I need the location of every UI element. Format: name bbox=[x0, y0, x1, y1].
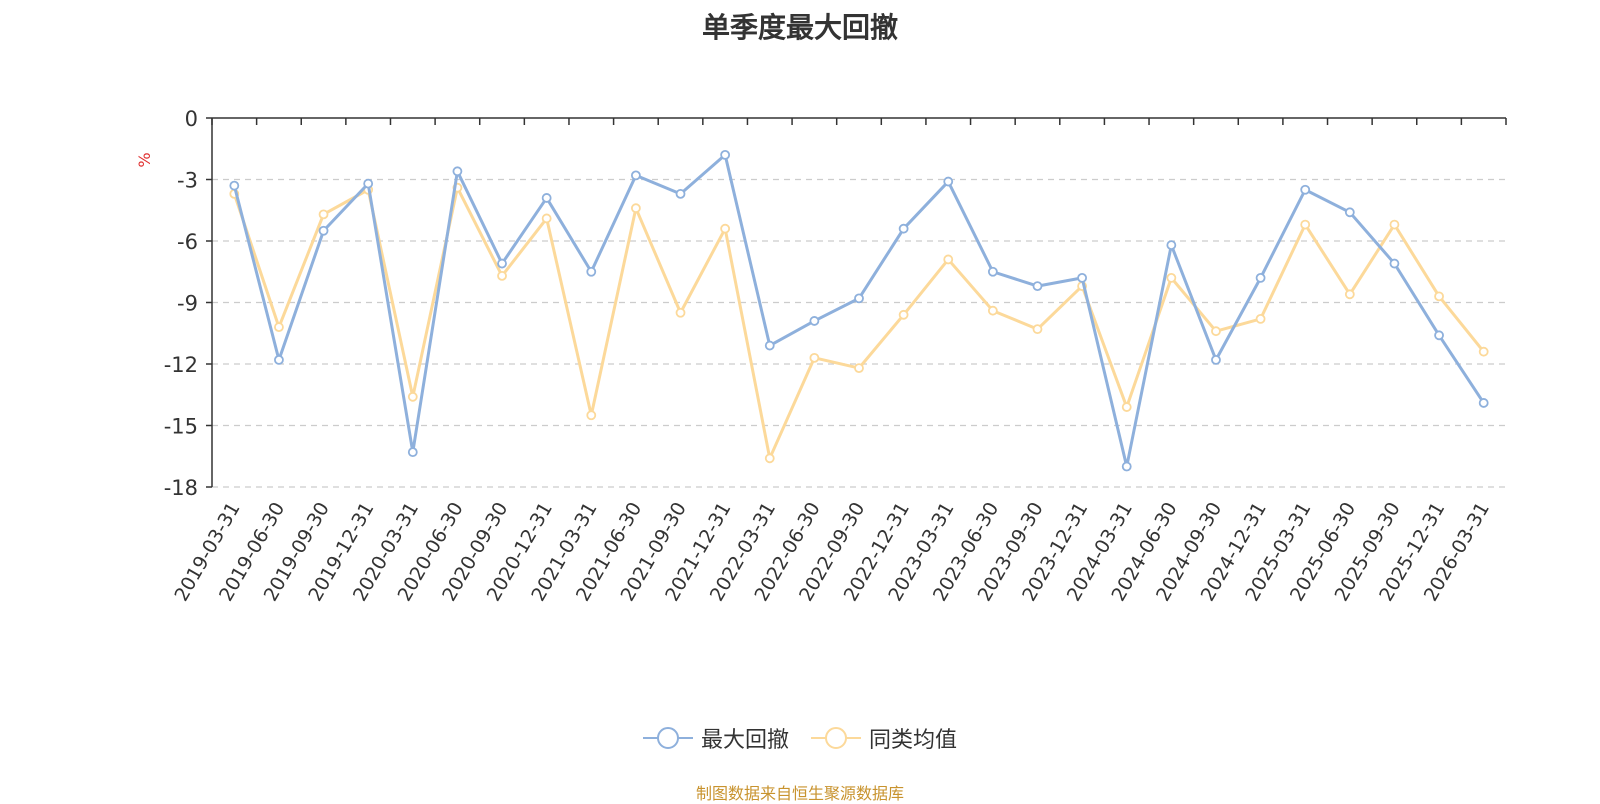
y-tick-label-6: -18 bbox=[164, 476, 198, 500]
data-point-s1-15[interactable] bbox=[898, 309, 909, 320]
data-point-s1-25[interactable] bbox=[1344, 289, 1355, 300]
data-point-s0-18[interactable] bbox=[1032, 281, 1043, 292]
grid-lines bbox=[212, 178, 1506, 488]
data-point-s0-5[interactable] bbox=[452, 166, 463, 177]
data-point-s1-7[interactable] bbox=[541, 213, 552, 224]
data-point-s1-18[interactable] bbox=[1032, 324, 1043, 335]
data-point-s1-6[interactable] bbox=[497, 270, 507, 281]
legend-item-peer-average[interactable]: 同类均值 bbox=[811, 722, 957, 754]
data-point-s1-16[interactable] bbox=[943, 254, 954, 265]
data-point-s1-22[interactable] bbox=[1211, 326, 1221, 337]
data-point-s0-25[interactable] bbox=[1344, 207, 1355, 218]
data-point-s0-24[interactable] bbox=[1300, 184, 1311, 195]
data-point-s1-20[interactable] bbox=[1121, 402, 1132, 412]
data-point-s0-14[interactable] bbox=[854, 293, 864, 304]
data-point-s1-13[interactable] bbox=[809, 352, 820, 363]
data-point-s0-6[interactable] bbox=[497, 258, 507, 269]
data-point-s0-4[interactable] bbox=[407, 447, 418, 458]
y-tick-label-2: -6 bbox=[177, 230, 198, 254]
data-point-s1-12[interactable] bbox=[764, 453, 775, 464]
data-point-s0-11[interactable] bbox=[720, 149, 731, 160]
data-point-s0-3[interactable] bbox=[363, 178, 374, 189]
legend-label-max-drawdown: 最大回撤 bbox=[700, 728, 789, 753]
y-tick-label-0: 0 bbox=[185, 107, 198, 131]
y-tick-label-5: -15 bbox=[164, 415, 198, 439]
data-point-s0-15[interactable] bbox=[898, 223, 909, 234]
data-point-s0-0[interactable] bbox=[229, 180, 240, 191]
chart-title: 单季度最大回撤 bbox=[701, 11, 898, 44]
data-point-s0-28[interactable] bbox=[1478, 398, 1489, 408]
y-axis-label: % bbox=[135, 152, 154, 167]
data-point-s0-17[interactable] bbox=[987, 266, 998, 277]
legend-label-peer-average: 同类均值 bbox=[869, 728, 958, 753]
y-tick-label-4: -12 bbox=[164, 353, 198, 377]
data-point-s0-21[interactable] bbox=[1166, 240, 1177, 251]
data-point-s0-20[interactable] bbox=[1121, 461, 1132, 472]
data-point-s0-19[interactable] bbox=[1077, 272, 1088, 283]
series-lines bbox=[229, 149, 1489, 472]
data-point-s1-10[interactable] bbox=[675, 307, 686, 318]
data-point-s0-7[interactable] bbox=[541, 193, 552, 203]
data-point-s1-24[interactable] bbox=[1300, 219, 1311, 230]
data-point-s0-27[interactable] bbox=[1434, 330, 1444, 341]
data-point-s1-4[interactable] bbox=[407, 391, 418, 402]
legend-swatch-peer-average bbox=[811, 727, 861, 749]
data-point-s0-23[interactable] bbox=[1255, 272, 1266, 283]
legend: 最大回撤 同类均值 bbox=[0, 722, 1600, 754]
data-point-s1-11[interactable] bbox=[720, 223, 731, 234]
data-point-s1-28[interactable] bbox=[1478, 346, 1489, 357]
data-point-s1-27[interactable] bbox=[1434, 291, 1444, 302]
data-point-s0-16[interactable] bbox=[943, 176, 954, 187]
data-point-s1-1[interactable] bbox=[274, 322, 284, 333]
data-point-s0-12[interactable] bbox=[764, 340, 775, 351]
legend-item-max-drawdown[interactable]: 最大回撤 bbox=[642, 722, 789, 754]
data-point-s0-2[interactable] bbox=[318, 225, 329, 236]
source-note: 制图数据来自恒生聚源数据库 bbox=[695, 784, 904, 803]
data-point-s0-9[interactable] bbox=[630, 170, 641, 181]
y-tick-label-1: -3 bbox=[177, 169, 198, 193]
series-line-0 bbox=[232, 153, 1485, 468]
data-point-s1-14[interactable] bbox=[854, 363, 864, 374]
data-point-s1-8[interactable] bbox=[586, 410, 597, 421]
data-point-s0-1[interactable] bbox=[274, 354, 284, 365]
data-point-s0-8[interactable] bbox=[586, 266, 597, 277]
data-point-s1-26[interactable] bbox=[1389, 219, 1400, 230]
data-point-s0-13[interactable] bbox=[809, 316, 820, 326]
data-point-s1-23[interactable] bbox=[1255, 313, 1266, 324]
data-point-s1-17[interactable] bbox=[987, 305, 998, 316]
legend-swatch-max-drawdown bbox=[642, 727, 693, 749]
y-tick-label-3: -9 bbox=[177, 292, 198, 316]
axes bbox=[206, 117, 1507, 488]
data-point-s1-9[interactable] bbox=[630, 203, 641, 214]
series-line-1 bbox=[232, 186, 1485, 460]
line-chart: 0-3-6-9-12-15-182019-03-312019-06-302019… bbox=[135, 107, 1507, 605]
data-point-s1-2[interactable] bbox=[318, 209, 329, 220]
data-point-s1-21[interactable] bbox=[1166, 272, 1177, 283]
data-point-s0-10[interactable] bbox=[675, 188, 686, 199]
data-point-s0-22[interactable] bbox=[1211, 354, 1221, 365]
data-point-s0-26[interactable] bbox=[1389, 258, 1400, 269]
